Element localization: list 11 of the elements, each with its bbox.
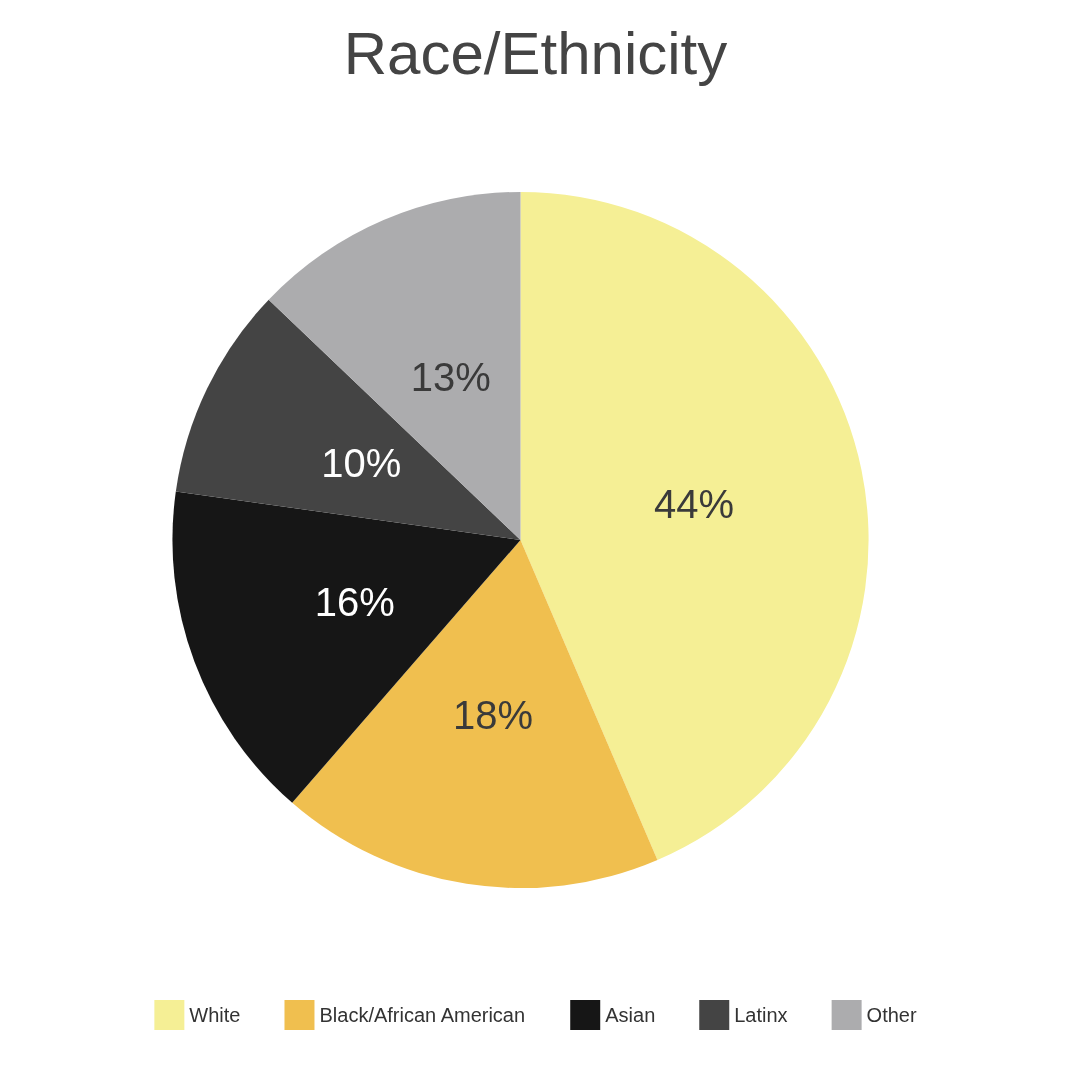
- legend-label: Black/African American: [319, 1004, 526, 1026]
- data-label: 16%: [314, 579, 395, 624]
- legend-label: Asian: [605, 1004, 656, 1026]
- legend-label: Other: [866, 1004, 917, 1026]
- data-label: 18%: [453, 692, 534, 737]
- legend-label: Latinx: [734, 1004, 788, 1026]
- data-label: 10%: [321, 440, 402, 485]
- data-label: 44%: [653, 482, 734, 527]
- legend-label: White: [189, 1004, 241, 1026]
- chart-title: Race/Ethnicity: [343, 19, 728, 87]
- data-label: 13%: [410, 355, 491, 400]
